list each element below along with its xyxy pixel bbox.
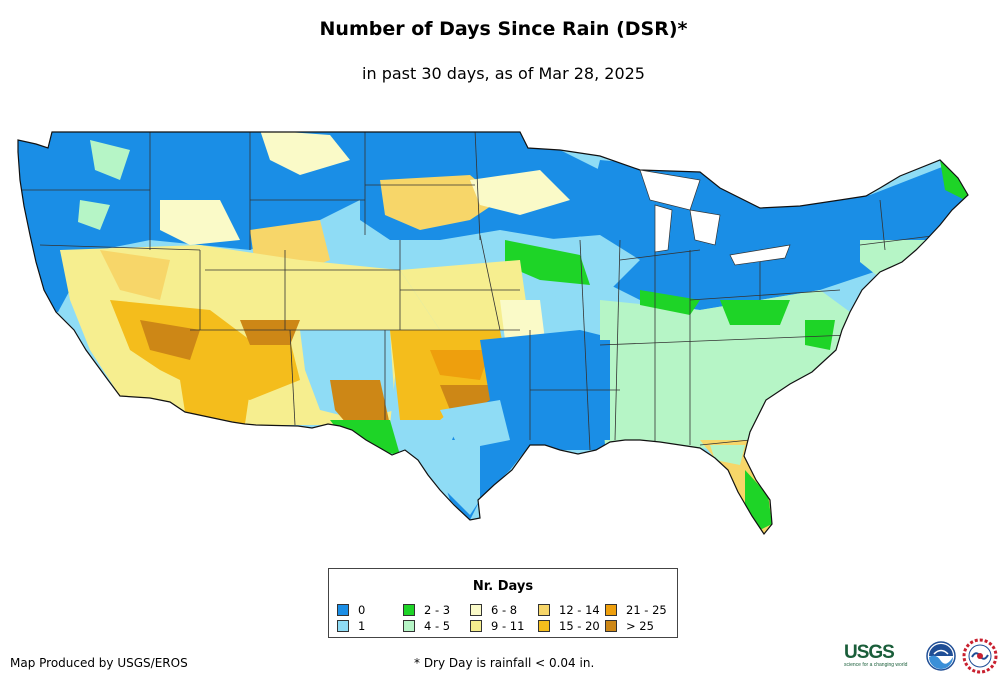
nws-logo xyxy=(962,638,998,674)
map-title: Number of Days Since Rain (DSR)* xyxy=(319,18,688,40)
legend-label: 4 - 5 xyxy=(424,619,451,633)
legend-label: > 25 xyxy=(626,619,654,633)
region-california-coast xyxy=(18,250,70,312)
lake-michigan xyxy=(654,204,673,253)
legend-swatch xyxy=(605,619,617,632)
legend-item: 12 - 14 xyxy=(538,603,600,617)
legend-label: 0 xyxy=(358,603,366,617)
region-great-lakes xyxy=(580,160,968,310)
usgs-logo-text: USGS xyxy=(844,642,895,663)
legend-item: 0 xyxy=(337,603,365,617)
lake-erie xyxy=(729,244,791,266)
legend-label: 21 - 25 xyxy=(626,603,667,617)
legend-swatch xyxy=(470,603,482,616)
legend-label: 12 - 14 xyxy=(559,603,600,617)
legend-item: > 25 xyxy=(605,619,654,633)
legend-label: 15 - 20 xyxy=(559,619,600,633)
legend-item: 15 - 20 xyxy=(538,619,600,633)
legend: Nr. Days 0 1 2 - 3 4 - 5 6 - 8 9 - 11 12… xyxy=(328,568,678,638)
legend-swatch xyxy=(337,619,349,632)
footnote: * Dry Day is rainfall < 0.04 in. xyxy=(414,656,595,670)
noaa-logo xyxy=(926,641,956,671)
legend-label: 2 - 3 xyxy=(424,603,451,617)
usgs-tagline: science for a changing world xyxy=(844,662,908,668)
legend-item: 2 - 3 xyxy=(403,603,450,617)
legend-swatch xyxy=(538,603,550,616)
legend-item: 1 xyxy=(337,619,365,633)
legend-swatch xyxy=(538,619,550,632)
legend-swatch xyxy=(470,619,482,632)
legend-title: Nr. Days xyxy=(472,579,534,594)
legend-item: 4 - 5 xyxy=(403,619,450,633)
region-southeast xyxy=(600,290,850,456)
legend-item: 6 - 8 xyxy=(470,603,517,617)
legend-label: 9 - 11 xyxy=(491,619,525,633)
legend-swatch xyxy=(605,603,617,616)
legend-label: 6 - 8 xyxy=(491,603,518,617)
map-credit: Map Produced by USGS/EROS xyxy=(10,656,188,670)
legend-swatch xyxy=(403,603,415,616)
legend-label: 1 xyxy=(358,619,366,633)
usgs-logo: USGS science for a changing world xyxy=(844,642,907,668)
legend-swatch xyxy=(337,603,349,616)
lake-huron xyxy=(689,209,721,246)
legend-swatch xyxy=(403,619,415,632)
legend-item: 21 - 25 xyxy=(605,603,667,617)
legend-item: 9 - 11 xyxy=(470,619,524,633)
map-subtitle: in past 30 days, as of Mar 28, 2025 xyxy=(362,64,645,83)
state-boundaries xyxy=(20,132,941,451)
